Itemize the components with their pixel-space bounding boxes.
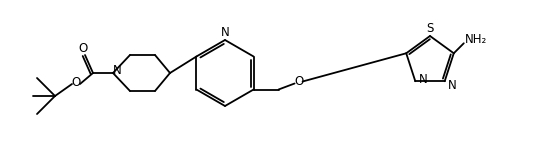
Text: O: O [71,75,81,89]
Text: O: O [294,75,303,88]
Text: N: N [449,79,457,92]
Text: N: N [419,73,428,86]
Text: S: S [426,23,433,35]
Text: O: O [78,43,87,55]
Text: N: N [221,27,230,39]
Text: NH₂: NH₂ [465,33,487,46]
Text: N: N [113,65,122,77]
